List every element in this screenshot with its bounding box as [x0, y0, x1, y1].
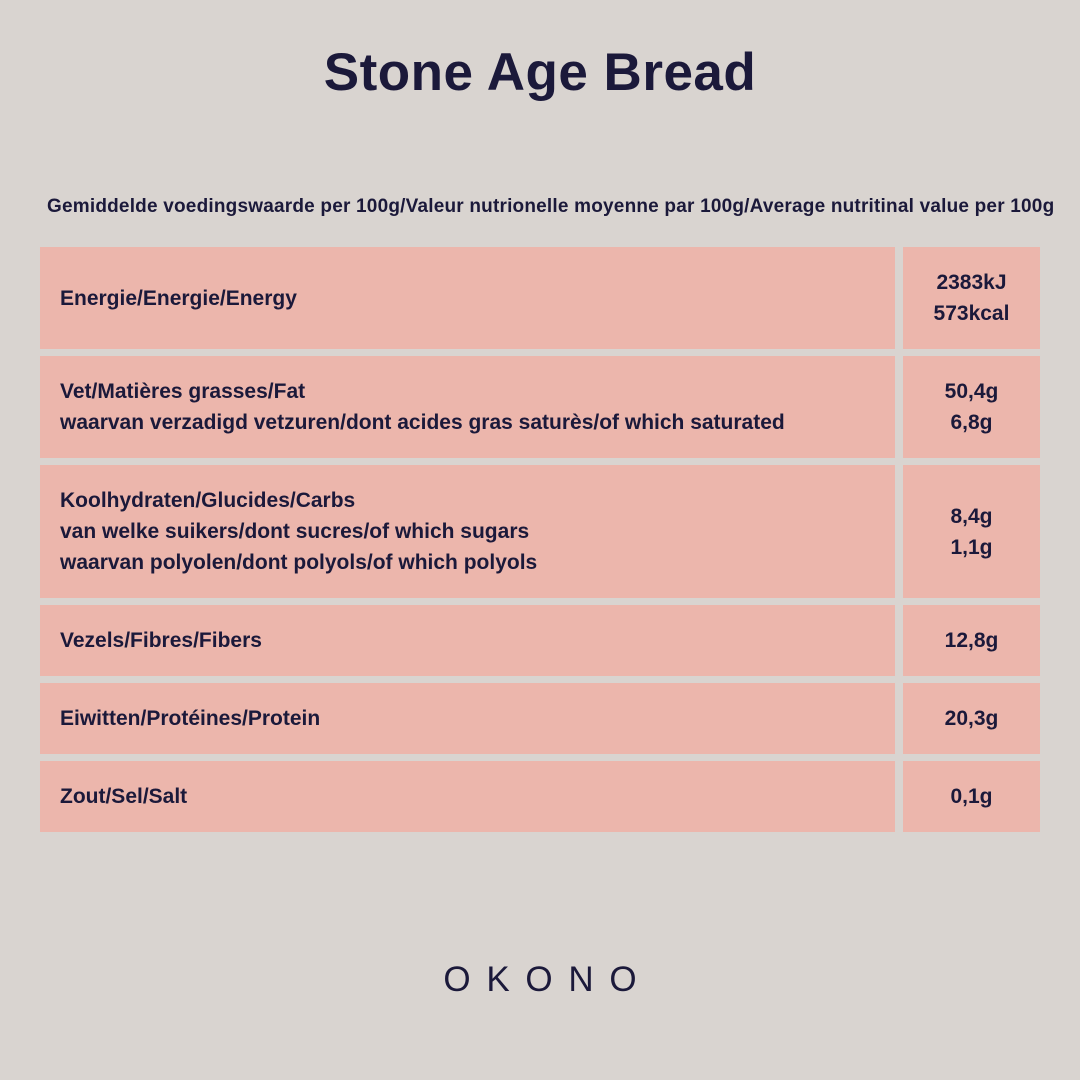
row-label: van welke suikers/dont sucres/of which s…	[60, 520, 530, 543]
row-value: 2383kJ	[936, 271, 1007, 294]
table-row-fibers: Vezels/Fibres/Fibers 12,8g	[40, 605, 1040, 676]
row-label: waarvan verzadigd vetzuren/dont acides g…	[60, 411, 785, 434]
row-label: Vet/Matières grasses/Fat	[60, 380, 306, 403]
row-value: 50,4g	[944, 380, 999, 403]
table-row-fat: Vet/Matières grasses/Fat waarvan verzadi…	[40, 356, 1040, 458]
value-cell: 20,3g	[903, 683, 1040, 754]
row-value: 573kcal	[933, 302, 1010, 325]
value-cell: 50,4g 6,8g	[903, 356, 1040, 458]
table-row-protein: Eiwitten/Protéines/Protein 20,3g	[40, 683, 1040, 754]
row-value: 12,8g	[944, 629, 999, 652]
row-label: Zout/Sel/Salt	[60, 785, 188, 808]
value-cell: 8,4g 1,1g	[903, 465, 1040, 598]
row-label: Vezels/Fibres/Fibers	[60, 629, 262, 652]
value-cell: 12,8g	[903, 605, 1040, 676]
label-cell: Vet/Matières grasses/Fat waarvan verzadi…	[40, 356, 895, 458]
table-row-salt: Zout/Sel/Salt 0,1g	[40, 761, 1040, 832]
value-cell: 2383kJ 573kcal	[903, 247, 1040, 349]
row-label: Koolhydraten/Glucides/Carbs	[60, 489, 356, 512]
label-cell: Vezels/Fibres/Fibers	[40, 605, 895, 676]
label-cell: Energie/Energie/Energy	[40, 247, 895, 349]
table-row-carbs: Koolhydraten/Glucides/Carbs van welke su…	[40, 465, 1040, 598]
row-value: 1,1g	[950, 535, 993, 559]
okono-logo: OKONO	[443, 960, 653, 999]
row-value: 8,4g	[950, 504, 993, 528]
row-value: 0,1g	[950, 785, 993, 808]
table-row-energy: Energie/Energie/Energy 2383kJ 573kcal	[40, 247, 1040, 349]
nutrition-table: Energie/Energie/Energy 2383kJ 573kcal Ve…	[40, 247, 1040, 832]
row-label: Energie/Energie/Energy	[60, 286, 297, 310]
page-title: Stone Age Bread	[323, 43, 757, 102]
row-value: 6,8g	[950, 411, 993, 434]
row-value: 20,3g	[944, 707, 999, 730]
row-label: waarvan polyolen/dont polyols/of which p…	[60, 551, 538, 574]
label-cell: Zout/Sel/Salt	[40, 761, 895, 832]
row-label: Eiwitten/Protéines/Protein	[60, 707, 321, 730]
label-cell: Koolhydraten/Glucides/Carbs van welke su…	[40, 465, 895, 598]
label-cell: Eiwitten/Protéines/Protein	[40, 683, 895, 754]
value-cell: 0,1g	[903, 761, 1040, 832]
nutrition-subtitle: Gemiddelde voedingswaarde per 100g/Valeu…	[47, 196, 1055, 217]
